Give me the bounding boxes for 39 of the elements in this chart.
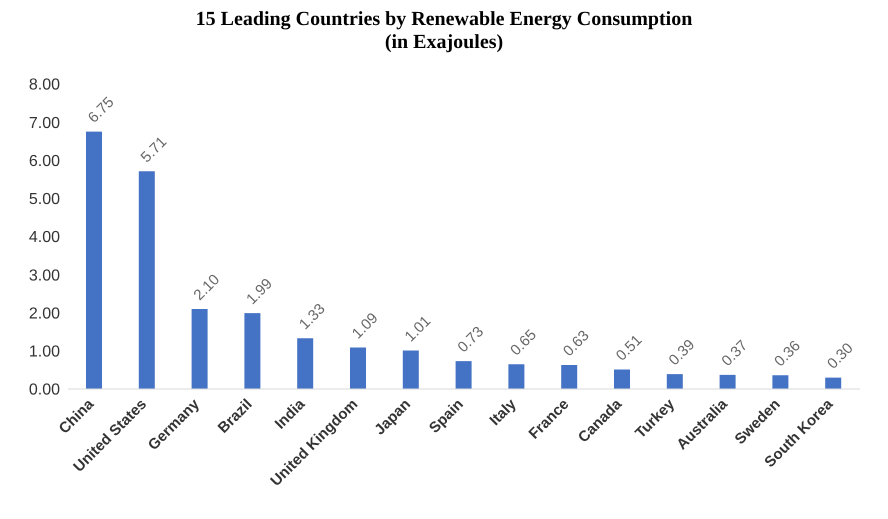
bar (508, 364, 524, 389)
y-tick-label: 0.00 (28, 382, 60, 399)
bar (86, 132, 102, 389)
y-tick-label: 2.00 (28, 305, 60, 322)
data-label: 0.51 (612, 332, 646, 364)
data-label: 5.71 (138, 133, 170, 166)
y-tick-label: 5.00 (28, 191, 60, 208)
data-label: 1.99 (243, 275, 276, 308)
y-tick-label: 6.00 (28, 152, 60, 170)
data-label: 0.65 (507, 326, 540, 360)
bar (720, 374, 736, 389)
bar (350, 347, 366, 389)
bar (456, 361, 472, 389)
data-label: 1.33 (296, 300, 329, 334)
bar (772, 375, 788, 389)
bar (561, 364, 578, 389)
chart-title: 15 Leading Countries by Renewable Energy Consumption (194, 8, 694, 31)
data-label: 0.73 (454, 323, 488, 356)
data-label: 1.01 (402, 312, 434, 346)
bar (297, 338, 314, 389)
bar (138, 171, 155, 389)
y-tick-label: 7.00 (28, 114, 60, 132)
data-label: 0.63 (560, 327, 593, 360)
bar (192, 308, 208, 389)
y-tick-label: 4.00 (28, 229, 60, 246)
data-label: 0.36 (771, 337, 804, 370)
bar (402, 350, 419, 389)
data-label: 0.39 (666, 336, 698, 369)
bar (825, 378, 842, 389)
data-label: 0.30 (824, 340, 857, 372)
bar (666, 374, 683, 389)
data-label: 6.75 (84, 94, 118, 126)
data-label: 0.37 (718, 337, 752, 370)
chart-subtitle: (in Exajoules) (384, 31, 504, 54)
bar (614, 370, 630, 389)
bar (244, 313, 260, 389)
y-tick-label: 8.00 (28, 76, 60, 94)
y-tick-label: 3.00 (28, 267, 60, 284)
y-tick-label: 1.00 (28, 344, 60, 361)
